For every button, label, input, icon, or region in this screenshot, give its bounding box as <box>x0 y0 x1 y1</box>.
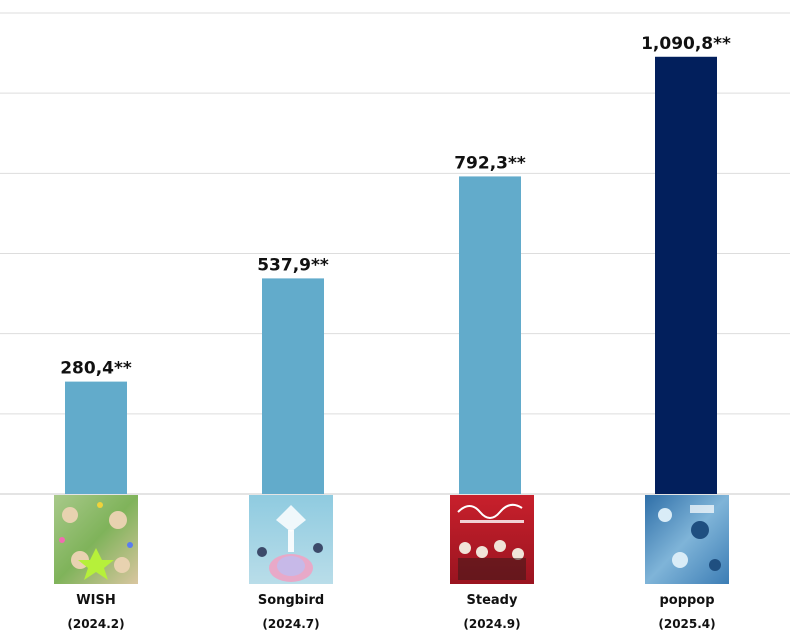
value-labels: 280,4** 537,9** 792,3** 1,090,8** <box>60 34 731 379</box>
release-date-poppop: (2025.4) <box>658 617 715 631</box>
release-date-labels: (2024.2) (2024.7) (2024.9) (2025.4) <box>67 617 715 631</box>
steady-album-art-icon <box>450 495 534 584</box>
wish-album-art-icon <box>54 495 138 584</box>
songbird-album-art-icon <box>249 495 333 584</box>
release-date-wish: (2024.2) <box>67 617 124 631</box>
value-label-steady: 792,3** <box>454 153 526 173</box>
poppop-album-art-icon <box>645 495 729 584</box>
value-label-wish: 280,4** <box>60 359 132 379</box>
grid-lines <box>0 12 790 495</box>
category-label-wish: WISH <box>76 593 115 608</box>
bar-songbird <box>262 278 324 494</box>
category-labels: WISH Songbird Steady poppop <box>76 593 714 608</box>
bar-wish <box>65 381 127 494</box>
release-date-steady: (2024.9) <box>463 617 520 631</box>
bar-steady <box>459 176 521 495</box>
bars <box>65 56 717 495</box>
value-label-songbird: 537,9** <box>257 255 329 275</box>
value-label-poppop: 1,090,8** <box>641 34 731 54</box>
category-label-steady: Steady <box>467 593 518 608</box>
category-label-songbird: Songbird <box>258 593 324 608</box>
bar-poppop <box>655 56 717 495</box>
release-date-songbird: (2024.7) <box>262 617 319 631</box>
category-label-poppop: poppop <box>659 593 714 608</box>
